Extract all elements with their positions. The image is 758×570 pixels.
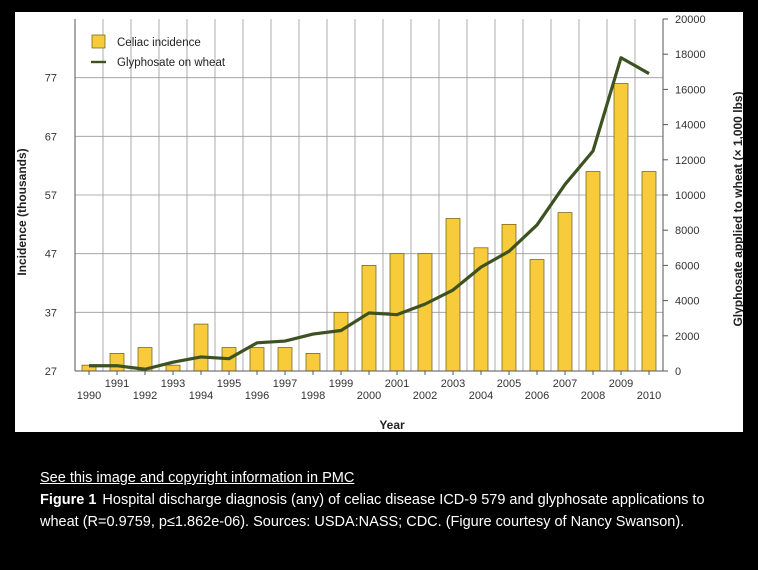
x-tick-label: 2009 bbox=[609, 378, 633, 390]
bar bbox=[305, 353, 321, 372]
y-tick-label: 67 bbox=[45, 131, 57, 143]
y2-tick-label: 0 bbox=[675, 366, 681, 378]
x-tick-label: 2005 bbox=[497, 378, 521, 390]
x-tick-label: 1999 bbox=[329, 378, 353, 390]
glyphosate-line bbox=[89, 56, 650, 371]
x-tick-label: 2006 bbox=[525, 390, 549, 402]
y-axis-title: Incidence (thousands) bbox=[15, 148, 29, 275]
legend-swatch-bar bbox=[91, 34, 106, 49]
y-tick-label: 27 bbox=[45, 366, 57, 378]
y2-tick-label: 8000 bbox=[675, 225, 699, 237]
legend-label: Celiac incidence bbox=[117, 37, 201, 49]
x-tick-label: 2004 bbox=[469, 390, 493, 402]
x-tick-label: 1994 bbox=[189, 390, 213, 402]
x-tick-label: 2007 bbox=[553, 378, 577, 390]
y2-tick-label: 6000 bbox=[675, 260, 699, 272]
caption-text: Hospital discharge diagnosis (any) of ce… bbox=[40, 492, 705, 530]
x-tick-label: 1990 bbox=[77, 390, 101, 402]
pmc-copyright-link[interactable]: See this image and copyright information… bbox=[40, 470, 355, 486]
x-tick-label: 2000 bbox=[357, 390, 381, 402]
x-tick-label: 1992 bbox=[133, 390, 157, 402]
y2-tick-label: 10000 bbox=[675, 190, 706, 202]
y2-tick-label: 18000 bbox=[675, 49, 706, 61]
bar bbox=[361, 265, 377, 372]
legend-label: Glyphosate on wheat bbox=[117, 57, 226, 69]
bar bbox=[529, 259, 545, 372]
x-tick-label: 2002 bbox=[413, 390, 437, 402]
bar bbox=[585, 171, 601, 372]
bar bbox=[613, 83, 629, 372]
x-tick-label: 2010 bbox=[637, 390, 661, 402]
x-tick-label: 1995 bbox=[217, 378, 241, 390]
y-tick-label: 77 bbox=[45, 73, 57, 85]
bar bbox=[193, 323, 209, 372]
y2-tick-label: 20000 bbox=[675, 14, 706, 26]
y2-tick-label: 16000 bbox=[675, 84, 706, 96]
x-tick-label: 2008 bbox=[581, 390, 605, 402]
bar bbox=[109, 353, 125, 372]
x-tick-label: 1997 bbox=[273, 378, 297, 390]
y2-tick-label: 4000 bbox=[675, 296, 699, 308]
chart: 27 37 47 57 67 77 0 2000 4000 6000 8000 10000 12000 1… bbox=[15, 14, 743, 432]
bar bbox=[557, 212, 573, 372]
bar bbox=[333, 311, 349, 372]
bar bbox=[641, 171, 657, 372]
y2-tick-label: 2000 bbox=[675, 331, 699, 343]
x-tick-label: 1996 bbox=[245, 390, 269, 402]
bar bbox=[249, 347, 265, 372]
x-tick-label: 1993 bbox=[161, 378, 185, 390]
y-tick-label: 37 bbox=[45, 307, 57, 319]
figure-caption: See this image and copyright information… bbox=[40, 467, 740, 533]
x-axis-title: Year bbox=[379, 418, 405, 432]
y2-tick-label: 12000 bbox=[675, 155, 706, 167]
y-tick-label: 47 bbox=[45, 249, 57, 261]
x-tick-label: 2003 bbox=[441, 378, 465, 390]
bar bbox=[165, 364, 181, 372]
figure-panel: 27 37 47 57 67 77 0 2000 4000 6000 8000 10000 12000 1… bbox=[15, 12, 743, 432]
bar bbox=[417, 253, 433, 372]
bar bbox=[445, 218, 461, 372]
y2-tick-label: 14000 bbox=[675, 120, 706, 132]
y-tick-label: 57 bbox=[45, 190, 57, 202]
x-tick-label: 1991 bbox=[105, 378, 129, 390]
y2-axis-title: Glyphosate applied to wheat (× 1,000 lbs… bbox=[731, 91, 743, 326]
x-tick-label: 2001 bbox=[385, 378, 409, 390]
figure-label: Figure 1 bbox=[40, 492, 97, 508]
bar bbox=[277, 347, 293, 372]
x-tick-label: 1998 bbox=[301, 390, 325, 402]
